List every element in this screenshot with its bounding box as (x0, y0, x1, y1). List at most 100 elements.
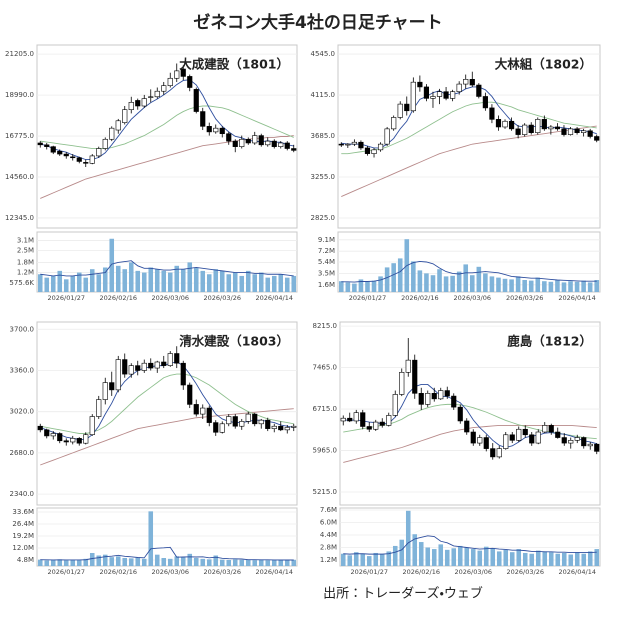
candle-body (410, 81, 416, 112)
y-tick-label: 7.6M (320, 506, 337, 514)
y-tick-label: 14560.0 (5, 173, 34, 181)
panel-title: 清水建設（1803） (179, 334, 289, 349)
volume-bar (417, 270, 423, 292)
volume-bar (76, 560, 82, 566)
candle-body (581, 437, 587, 447)
candle-body (561, 128, 567, 135)
candle-body (57, 150, 63, 155)
volume-average-line (343, 535, 597, 555)
candle-body (360, 412, 366, 427)
x-tick-label: 2026/03/06 (152, 294, 189, 302)
candle-body (239, 421, 245, 427)
volume-bar (399, 539, 405, 566)
candle-body (141, 362, 147, 371)
volume-bar (574, 552, 580, 566)
volume-bar (581, 280, 586, 292)
y-tick-label: 1.2M (17, 269, 34, 277)
candle-body (574, 437, 580, 441)
price-plot-area (36, 44, 298, 229)
x-tick-label: 2026/04/14 (256, 568, 293, 576)
volume-bar (338, 281, 344, 292)
candle-body (37, 425, 43, 431)
candle-body (141, 98, 147, 107)
candle-body (278, 425, 284, 431)
volume-bar (193, 267, 199, 292)
x-tick-label: 2026/01/27 (48, 294, 85, 302)
candle-body (483, 437, 489, 449)
candle-body (154, 361, 160, 369)
volume-bar (187, 262, 193, 292)
volume-bar (548, 281, 554, 292)
candle-body (154, 90, 160, 98)
panel-title: 鹿島（1812） (507, 334, 592, 349)
volume-bar (271, 560, 277, 566)
candle-body (457, 406, 463, 422)
candle-body (364, 147, 371, 154)
candle-body (340, 417, 346, 422)
y-tick-label: 2825.0 (311, 214, 336, 222)
candle-body (193, 89, 199, 112)
candle-body (377, 143, 384, 151)
volume-bar (457, 545, 463, 566)
candle-body (345, 143, 351, 146)
candle-body (122, 109, 128, 123)
x-tick-label: 2026/04/14 (256, 294, 293, 302)
volume-bar (496, 551, 502, 566)
candle-body (180, 362, 186, 386)
volume-bar (378, 276, 383, 292)
candle-body (135, 100, 141, 107)
volume-bar (174, 265, 180, 292)
x-tick-label: 2026/03/26 (506, 294, 543, 302)
candle-body (443, 91, 449, 99)
candle-body (535, 119, 541, 133)
volume-bar (561, 282, 567, 292)
volume-bar (200, 558, 206, 566)
volume-bar (76, 272, 82, 292)
volume-bar (148, 267, 154, 292)
y-tick-label: 18990.0 (5, 91, 34, 99)
candle-body (258, 135, 264, 146)
volume-bar (180, 269, 186, 292)
moving-average-line (341, 86, 597, 149)
candle-body (438, 390, 444, 400)
y-tick-label: 3685.0 (311, 132, 336, 140)
candle-body (271, 425, 277, 429)
candle-body (291, 148, 297, 151)
candle-body (522, 428, 528, 436)
candle-body (193, 404, 199, 415)
volume-bar (252, 560, 258, 566)
y-tick-label: 2.8M (320, 543, 337, 551)
moving-average-line (343, 403, 597, 440)
volume-bar (528, 280, 534, 292)
candle-body (219, 127, 225, 135)
volume-bar (522, 280, 527, 292)
y-tick-label: 1.2M (320, 556, 337, 564)
candle-body (541, 119, 547, 130)
candle-body (206, 126, 212, 133)
volume-bar (391, 263, 396, 292)
volume-bar (206, 274, 212, 292)
volume-bar (291, 559, 297, 566)
volume-bar (345, 282, 351, 292)
y-tick-label: 1.8M (17, 258, 34, 266)
candle-body (470, 431, 476, 444)
volume-bar (213, 555, 219, 566)
y-tick-label: 2340.0 (10, 490, 35, 498)
volume-bar (360, 553, 366, 566)
volume-bar (252, 274, 258, 292)
candle-body (232, 416, 238, 427)
volume-bar (411, 261, 416, 292)
candle-body (477, 437, 483, 444)
y-tick-label: 3.5M (318, 269, 335, 277)
candle-body (44, 144, 50, 147)
volume-bar (568, 281, 573, 292)
y-tick-label: 3360.0 (10, 366, 35, 374)
y-tick-label: 7.2M (318, 247, 335, 255)
y-tick-label: 9.1M (318, 236, 335, 244)
volume-bar (542, 281, 547, 292)
volume-bar (340, 553, 346, 566)
volume-bar (456, 271, 462, 292)
volume-bar (115, 556, 121, 566)
volume-bar (516, 549, 522, 566)
volume-bar (226, 560, 232, 566)
